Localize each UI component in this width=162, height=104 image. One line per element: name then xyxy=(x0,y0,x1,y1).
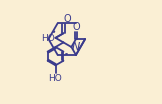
Text: O: O xyxy=(64,14,72,24)
Text: HO: HO xyxy=(41,34,55,43)
Text: O: O xyxy=(72,22,80,32)
Text: HO: HO xyxy=(48,74,62,83)
Text: N: N xyxy=(72,42,80,52)
